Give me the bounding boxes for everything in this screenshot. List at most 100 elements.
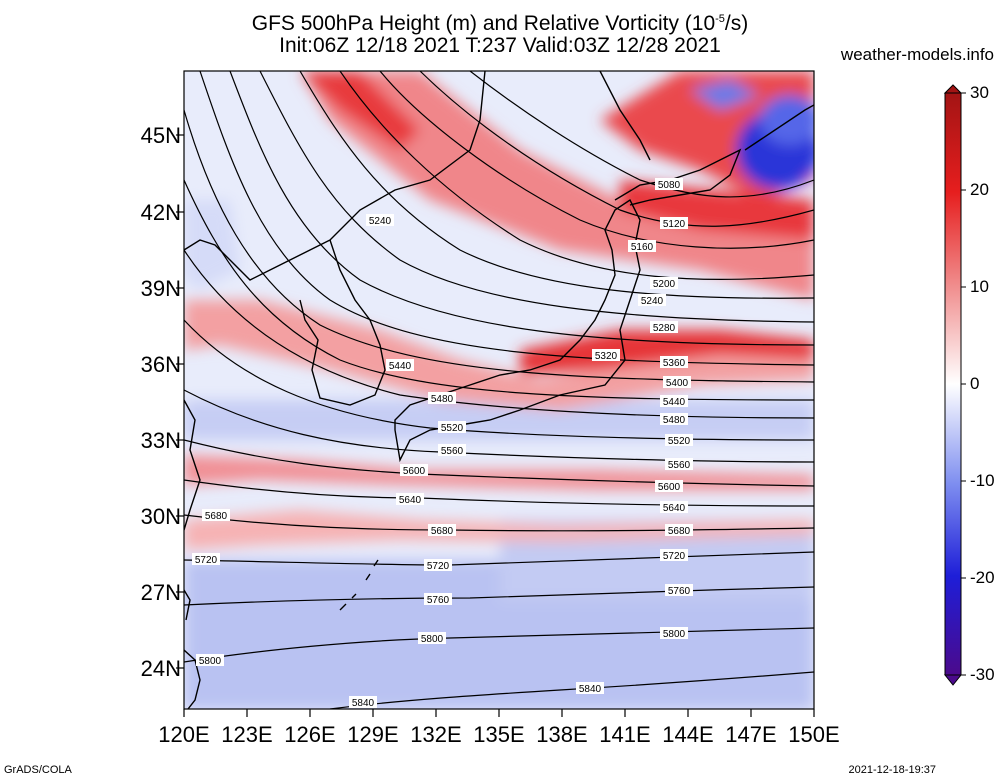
contour-label-5400: 5400: [663, 376, 691, 389]
lat-label-39n: 39N: [140, 276, 181, 301]
lon-label-123e: 123E: [221, 722, 273, 747]
contour-label-5520: 5520: [438, 421, 466, 434]
svg-text:5680: 5680: [205, 511, 228, 522]
svg-text:5520: 5520: [441, 423, 464, 434]
svg-text:5720: 5720: [663, 551, 686, 562]
svg-text:5800: 5800: [421, 634, 444, 645]
contour-label-5160: 5160: [628, 240, 656, 253]
colorbar-tick-neg10: -10: [970, 471, 995, 490]
svg-text:5360: 5360: [663, 358, 686, 369]
colorbar-tick-30: 30: [970, 83, 989, 102]
korea-china-border: [329, 71, 486, 241]
contour-label-5720b: 5720: [424, 559, 452, 572]
svg-text:5560: 5560: [668, 460, 691, 471]
contour-label-5120: 5120: [660, 217, 688, 230]
svg-text:5840: 5840: [352, 698, 375, 709]
svg-text:5680: 5680: [668, 526, 691, 537]
contour-labels: 5080 5120 5160 5200 5240 5240 5280 5320 …: [192, 178, 693, 709]
contour-label-5360: 5360: [660, 356, 688, 369]
svg-text:5480: 5480: [431, 394, 454, 405]
lon-label-138e: 138E: [536, 722, 588, 747]
lat-label-33n: 33N: [140, 428, 181, 453]
contour-label-5560b: 5560: [665, 458, 693, 471]
contour-label-5800: 5800: [196, 654, 224, 667]
svg-text:5160: 5160: [631, 242, 654, 253]
contour-label-5640b: 5640: [660, 501, 688, 514]
contour-5640: [184, 479, 814, 507]
contour-5600: [184, 439, 814, 487]
contour-label-5680b: 5680: [428, 524, 456, 537]
contour-5120: [419, 71, 814, 227]
svg-text:5800: 5800: [199, 656, 222, 667]
contour-label-5240b: 5240: [638, 294, 666, 307]
lat-label-27n: 27N: [140, 580, 181, 605]
svg-text:5320: 5320: [595, 351, 618, 362]
lon-label-135e: 135E: [473, 722, 525, 747]
svg-text:5640: 5640: [663, 503, 686, 514]
colorbar: [943, 84, 966, 686]
vorticity-field: [184, 71, 814, 709]
contour-label-5640: 5640: [396, 493, 424, 506]
svg-text:5560: 5560: [441, 446, 464, 457]
lat-label-36n: 36N: [140, 352, 181, 377]
lat-label-45n: 45N: [140, 123, 181, 148]
colorbar-tick-10: 10: [970, 277, 989, 296]
lon-label-144e: 144E: [662, 722, 714, 747]
lon-label-129e: 129E: [347, 722, 399, 747]
svg-text:5120: 5120: [663, 219, 686, 230]
contour-label-5680: 5680: [202, 509, 230, 522]
contour-label-5240: 5240: [366, 214, 394, 227]
chart-subtitle: Init:06Z 12/18 2021 T:237 Valid:03Z 12/2…: [279, 34, 721, 57]
contour-label-5480b: 5480: [660, 413, 688, 426]
axis-ticks: [176, 134, 815, 717]
lon-label-141e: 141E: [599, 722, 651, 747]
svg-text:5600: 5600: [403, 466, 426, 477]
footer-timestamp: 2021-12-18-19:37: [848, 764, 936, 776]
contour-label-5600b: 5600: [655, 480, 683, 493]
lat-label-24n: 24N: [140, 656, 181, 681]
contour-label-5520b: 5520: [665, 434, 693, 447]
svg-text:5720: 5720: [195, 555, 218, 566]
contour-5280: [259, 71, 814, 323]
contour-5320: [229, 71, 814, 346]
contour-label-5320: 5320: [592, 349, 620, 362]
contour-5800: [184, 627, 814, 663]
contour-5200: [339, 71, 814, 281]
contour-5440: [184, 179, 814, 401]
contour-5360: [199, 71, 814, 366]
contour-label-5720c: 5720: [660, 549, 688, 562]
lon-label-126e: 126E: [284, 722, 336, 747]
svg-text:5440: 5440: [663, 397, 686, 408]
svg-text:5760: 5760: [427, 595, 450, 606]
svg-text:5200: 5200: [653, 279, 676, 290]
svg-text:5760: 5760: [668, 586, 691, 597]
contour-5080: [469, 71, 814, 198]
contour-label-5800b: 5800: [418, 632, 446, 645]
contour-5720: [184, 551, 814, 566]
contour-5160: [379, 71, 814, 249]
svg-text:5400: 5400: [666, 378, 689, 389]
korea-coast: [299, 239, 386, 406]
contour-5400: [184, 109, 814, 383]
svg-text:5080: 5080: [658, 180, 681, 191]
contour-label-5440: 5440: [386, 359, 414, 372]
contour-label-5840: 5840: [349, 696, 377, 709]
contour-5760: [184, 586, 814, 606]
contour-label-5840b: 5840: [576, 682, 604, 695]
kuril-islands: [744, 104, 814, 151]
svg-text:5680: 5680: [431, 526, 454, 537]
taiwan-coast: [184, 649, 201, 709]
svg-text:5240: 5240: [641, 296, 664, 307]
contour-label-5760b: 5760: [665, 584, 693, 597]
contour-label-5760: 5760: [424, 593, 452, 606]
contour-label-5080: 5080: [655, 178, 683, 191]
contour-label-5800c: 5800: [660, 627, 688, 640]
sakhalin-coast: [599, 71, 651, 161]
site-label: weather-models.info: [840, 45, 994, 64]
chart-title: GFS 500hPa Height (m) and Relative Vorti…: [251, 12, 749, 35]
lon-label-150e: 150E: [788, 722, 840, 747]
contour-5840: [329, 671, 814, 709]
colorbar-tick-0: 0: [970, 374, 980, 393]
footer-credit: GrADS/COLA: [4, 764, 72, 776]
svg-text:5440: 5440: [389, 361, 412, 372]
